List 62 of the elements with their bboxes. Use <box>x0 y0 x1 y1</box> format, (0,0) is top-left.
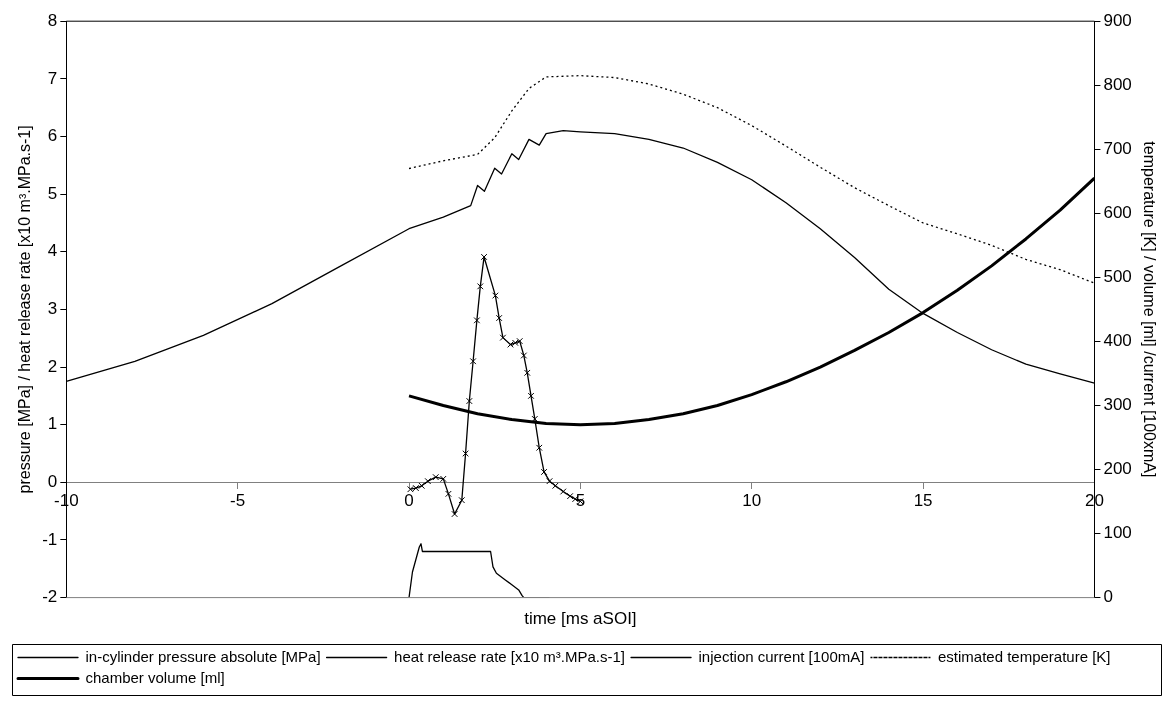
point <box>439 475 447 483</box>
point <box>535 444 543 452</box>
x-tick-label: 10 <box>742 491 762 511</box>
legend-label: heat release rate [x10 m³.MPa.s-1] <box>394 647 626 665</box>
point <box>407 485 414 493</box>
y-tick-label: 1 <box>47 414 58 434</box>
point <box>520 352 528 359</box>
x-tick-label: 15 <box>913 491 933 511</box>
y2-tick-label: 300 <box>1103 395 1132 415</box>
y2-tick-label: 900 <box>1103 10 1132 30</box>
point <box>424 477 432 485</box>
point <box>559 488 567 495</box>
y2-tick-label: 700 <box>1103 138 1132 158</box>
point <box>516 337 524 345</box>
y-tick-label: 7 <box>47 68 58 88</box>
point <box>476 283 484 290</box>
point <box>445 490 452 498</box>
point <box>492 292 499 299</box>
y-tick-label: 6 <box>47 126 58 146</box>
point <box>540 468 548 476</box>
y2-tick-label: 0 <box>1103 587 1113 607</box>
y2-tick-label: 500 <box>1103 267 1132 287</box>
point <box>507 341 514 348</box>
point <box>480 253 488 261</box>
point <box>527 392 535 400</box>
y-tick-label: 4 <box>47 241 58 261</box>
point <box>469 357 477 365</box>
y-tick-label: 2 <box>47 356 58 376</box>
x-tick-label: 0 <box>404 491 414 511</box>
point <box>451 510 458 518</box>
point <box>418 482 426 490</box>
y-tick-label: 0 <box>47 472 58 492</box>
legend-label: injection current [100mA] <box>698 647 865 665</box>
point <box>511 339 519 347</box>
y-tick-label: 3 <box>47 299 58 319</box>
x-axis-title: time [ms aSOI] <box>524 609 637 629</box>
legend-label: in-cylinder pressure absolute [MPa] <box>85 647 321 665</box>
y-tick-label: -1 <box>42 529 58 549</box>
point <box>473 317 481 324</box>
point <box>523 369 531 377</box>
point <box>458 496 466 504</box>
y2-tick-label: 400 <box>1103 331 1132 351</box>
point <box>552 482 559 490</box>
y-tick-label: 5 <box>47 183 58 203</box>
point <box>546 477 553 485</box>
legend-label: chamber volume [ml] <box>85 668 225 686</box>
point <box>566 492 574 500</box>
point <box>412 484 420 492</box>
y2-tick-label: 800 <box>1103 74 1132 94</box>
point <box>432 473 440 481</box>
y-tick-label: 8 <box>47 10 58 30</box>
y2-tick-label: 200 <box>1103 459 1132 479</box>
point <box>466 397 473 405</box>
point <box>495 314 503 322</box>
y-axis-title: pressure [MPa] / heat release rate [x10 m³.MPa.s-1] <box>16 125 34 494</box>
point <box>499 334 507 341</box>
y2-tick-label: 600 <box>1103 203 1132 223</box>
y-tick-label: -2 <box>42 587 58 607</box>
y2-axis-title: temperature [K] / volume [ml] /current [100xmA] <box>1140 141 1158 478</box>
x-tick-label: -5 <box>230 491 246 511</box>
legend-label: estimated temperature [K] <box>937 647 1111 665</box>
y2-tick-label: 100 <box>1103 523 1132 543</box>
